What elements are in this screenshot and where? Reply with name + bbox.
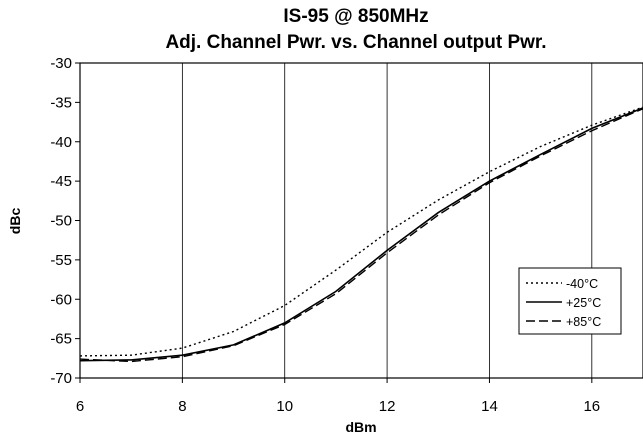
y-tick-label: -40	[50, 134, 72, 151]
x-axis-label: dBm	[345, 419, 376, 435]
legend-label: +25°C	[566, 296, 601, 310]
y-tick-label: -70	[50, 370, 72, 387]
legend-label: +85°C	[566, 315, 601, 329]
series-line-3	[79, 108, 643, 363]
y-tick-label: -45	[50, 173, 72, 190]
y-tick-label: -65	[50, 331, 72, 348]
x-tick-label: 8	[178, 398, 186, 415]
x-tick-label: 6	[76, 398, 84, 415]
legend: -40°C +25°C +85°C	[518, 267, 622, 335]
y-tick-label: -50	[50, 213, 72, 230]
y-tick-label: -35	[50, 94, 72, 111]
chart-title: IS-95 @ 850MHz	[283, 6, 428, 27]
y-tick-label: -30	[50, 55, 72, 72]
x-tick-label: 16	[583, 398, 600, 415]
legend-box	[518, 267, 622, 335]
plot-frame	[79, 62, 643, 379]
y-axis-label: dBc	[7, 208, 23, 235]
series-line-1	[79, 106, 643, 357]
series-lines	[79, 106, 643, 363]
x-tick-label: 14	[481, 398, 498, 415]
y-tick-label: -55	[50, 252, 72, 269]
x-tick-label: 10	[276, 398, 293, 415]
series-line-2	[79, 107, 643, 362]
legend-label: -40°C	[566, 277, 598, 291]
y-tick-label: -60	[50, 291, 72, 308]
x-tick-label: 12	[379, 398, 396, 415]
x-axis-ticks: 6 8 10 12 14 16	[76, 378, 600, 415]
y-axis-ticks: -30 -35 -40 -45 -50 -55 -60 -65 -70	[50, 55, 80, 387]
chart-subtitle: Adj. Channel Pwr. vs. Channel output Pwr…	[165, 32, 546, 53]
gridlines	[181, 63, 593, 378]
